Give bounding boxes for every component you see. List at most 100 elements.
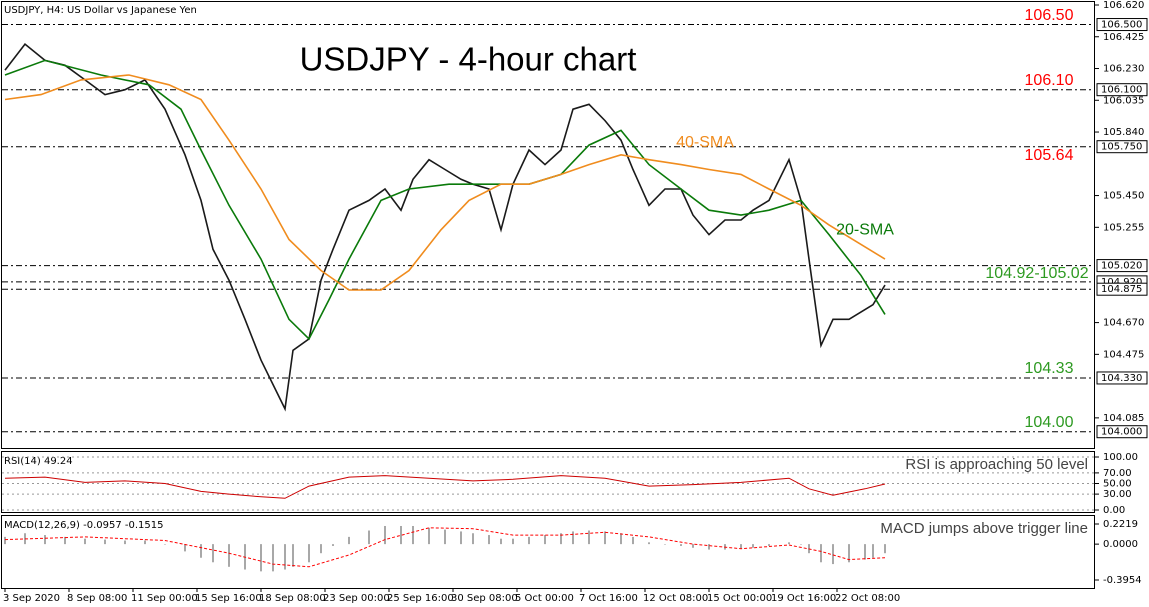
annotation: 106.10 <box>1025 72 1074 89</box>
histogram-bar <box>200 544 202 558</box>
level-box <box>1096 259 1148 273</box>
y-tick-label: -0.3954 <box>1103 575 1142 586</box>
y-tick-label: 104.085 <box>1103 413 1144 424</box>
y-tick-label: 106.620 <box>1103 0 1144 11</box>
level-box <box>1096 140 1148 154</box>
rsi-title: RSI(14) 49.24 <box>4 456 73 467</box>
level-label: 106.500 <box>1101 20 1142 31</box>
histogram-bar <box>412 525 414 545</box>
y-tick-label: 0.00 <box>1103 505 1125 516</box>
x-tick-label: 18 Sep 08:00 <box>259 593 326 604</box>
series-line <box>4 74 886 291</box>
histogram-bar <box>260 544 262 572</box>
y-tick-label: 100.00 <box>1103 452 1138 463</box>
annotation: 104.00 <box>1025 414 1074 431</box>
histogram-bar <box>864 544 866 560</box>
histogram-bar <box>588 530 590 545</box>
histogram-bar <box>692 544 694 548</box>
level-box <box>1096 282 1148 296</box>
histogram-bar <box>272 544 274 572</box>
histogram-bar <box>664 544 666 545</box>
annotation: 40-SMA <box>676 134 734 151</box>
y-tick-label: 70.00 <box>1103 468 1132 479</box>
histogram-bar <box>472 533 474 545</box>
histogram-bar <box>84 538 86 545</box>
histogram-bar <box>400 525 402 545</box>
histogram-bar <box>832 544 834 565</box>
level-label: 105.020 <box>1101 261 1142 272</box>
histogram-bar <box>800 544 802 545</box>
histogram-bar <box>708 544 710 550</box>
x-tick-label: 23 Sep 00:00 <box>323 593 390 604</box>
x-tick-label: 12 Oct 08:00 <box>643 593 708 604</box>
histogram-bar <box>788 542 790 545</box>
x-tick-label: 5 Oct 00:00 <box>515 593 574 604</box>
x-tick-label: 7 Oct 16:00 <box>579 593 638 604</box>
x-tick-label: 15 Oct 00:00 <box>707 593 772 604</box>
histogram-bar <box>64 536 66 545</box>
series-line <box>4 59 886 341</box>
y-tick-label: 105.840 <box>1103 127 1144 138</box>
histogram-bar <box>348 536 350 545</box>
level-box <box>1096 83 1148 97</box>
histogram-bar <box>820 544 822 563</box>
y-tick-label: 105.450 <box>1103 191 1144 202</box>
histogram-bar <box>124 540 126 545</box>
x-tick-label: 25 Sep 16:00 <box>387 593 454 604</box>
level-box <box>1096 18 1148 32</box>
histogram-bar <box>368 530 370 545</box>
histogram-bar <box>632 536 634 545</box>
histogram-bar <box>444 529 446 545</box>
y-tick-label: 30.00 <box>1103 489 1132 500</box>
histogram-bar <box>752 544 754 548</box>
series-line <box>4 527 886 568</box>
x-tick-label: 3 Sep 2020 <box>3 593 60 604</box>
histogram-bar <box>320 544 322 554</box>
annotation: 106.50 <box>1025 7 1074 24</box>
level-label: 104.875 <box>1101 284 1142 295</box>
histogram-bar <box>184 544 186 552</box>
histogram-bar <box>384 525 386 545</box>
histogram-bar <box>740 544 742 549</box>
histogram-bar <box>428 527 430 545</box>
annotation: 105.64 <box>1025 147 1074 164</box>
level-label: 104.330 <box>1101 373 1142 384</box>
macd-panel <box>1 515 1095 589</box>
histogram-bar <box>292 544 294 567</box>
histogram-bar <box>228 544 230 567</box>
y-tick-label: 0.0000 <box>1103 539 1138 550</box>
series-line <box>4 475 886 499</box>
histogram-bar <box>104 539 106 545</box>
histogram-bar <box>512 538 514 545</box>
annotation: 104.92-105.02 <box>985 265 1088 282</box>
level-box <box>1096 425 1148 439</box>
y-tick-label: 0.2219 <box>1103 519 1138 530</box>
x-tick-label: 15 Sep 16:00 <box>195 593 262 604</box>
y-tick-label: 106.035 <box>1103 95 1144 106</box>
y-tick-label: 50.00 <box>1103 479 1132 490</box>
panel-note: MACD jumps above trigger line <box>880 520 1088 537</box>
y-tick-label: 106.230 <box>1103 64 1144 75</box>
main-panel <box>1 1 1095 449</box>
histogram-bar <box>500 538 502 545</box>
histogram-bar <box>848 544 850 563</box>
x-tick-label: 19 Oct 16:00 <box>771 593 836 604</box>
annotation: 20-SMA <box>836 222 894 239</box>
y-tick-label: 105.255 <box>1103 222 1144 233</box>
chart-title: USDJPY - 4-hour chart <box>300 41 637 78</box>
histogram-bar <box>648 542 650 545</box>
y-tick-label: 106.425 <box>1103 32 1144 43</box>
histogram-bar <box>284 544 286 570</box>
histogram-bar <box>308 544 310 563</box>
histogram-bar <box>604 531 606 545</box>
histogram-bar <box>884 544 886 554</box>
histogram-bar <box>144 540 146 545</box>
y-tick-label: 104.475 <box>1103 349 1144 360</box>
x-tick-label: 22 Oct 08:00 <box>835 593 900 604</box>
level-label: 104.000 <box>1101 427 1142 438</box>
histogram-bar <box>44 535 46 545</box>
histogram-bar <box>572 531 574 545</box>
annotation: 104.33 <box>1025 360 1074 377</box>
